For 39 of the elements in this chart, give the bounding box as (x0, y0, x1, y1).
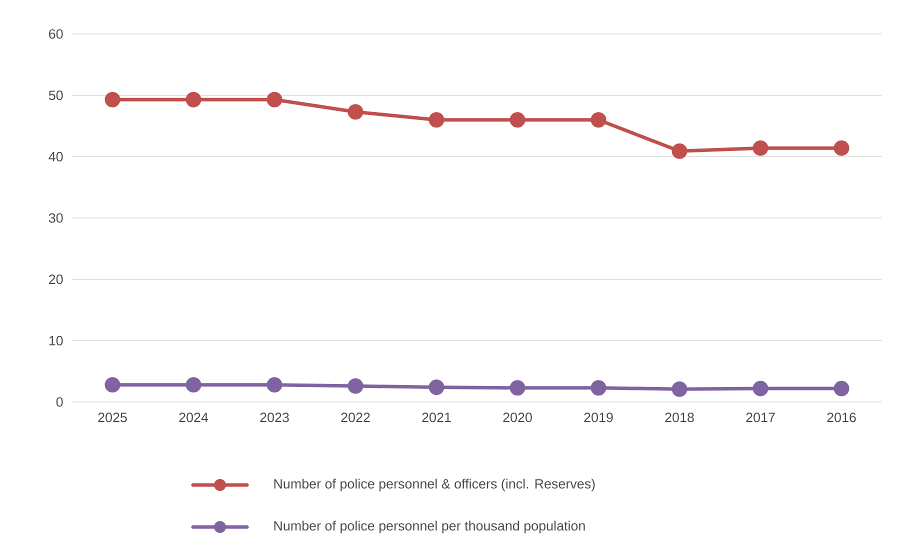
x-tick-label: 2020 (503, 412, 532, 422)
point (104, 92, 120, 108)
point (428, 380, 444, 396)
x-tick-label: 2018 (665, 412, 694, 422)
point (834, 380, 850, 396)
point (510, 112, 526, 128)
point (266, 377, 282, 393)
y-tick-label: 50 (48, 90, 63, 100)
legend-label: Number of police personnel per thousand population (274, 520, 585, 534)
point (266, 92, 282, 108)
legend-label: Number of police personnel & officers (incl. Reserves) (274, 478, 595, 492)
point (752, 140, 768, 156)
x-tick-label: 2019 (584, 412, 613, 422)
x-tick-label: 2016 (827, 412, 856, 422)
point (672, 381, 688, 397)
point (186, 92, 202, 108)
point (348, 378, 364, 394)
point (104, 377, 120, 393)
x-tick-label: 2023 (260, 412, 289, 422)
y-tick-label: 0 (56, 397, 63, 407)
point (590, 112, 606, 128)
point (834, 140, 850, 156)
y-tick-label: 20 (49, 274, 63, 284)
point (186, 377, 202, 393)
point (428, 112, 444, 128)
x-tick-label: 2025 (98, 412, 127, 422)
x-tick-label: 2024 (179, 412, 208, 422)
point (752, 380, 768, 396)
point (348, 104, 364, 120)
point (590, 380, 606, 396)
point (672, 143, 688, 159)
x-tick-label: 2021 (422, 412, 451, 422)
point (510, 380, 526, 396)
y-tick-label: 40 (48, 152, 63, 162)
x-tick-label: 2022 (341, 412, 370, 422)
y-tick-label: 10 (49, 336, 63, 346)
y-tick-label: 30 (48, 213, 63, 223)
y-tick-label: 60 (49, 29, 63, 39)
x-tick-label: 2017 (746, 412, 775, 422)
